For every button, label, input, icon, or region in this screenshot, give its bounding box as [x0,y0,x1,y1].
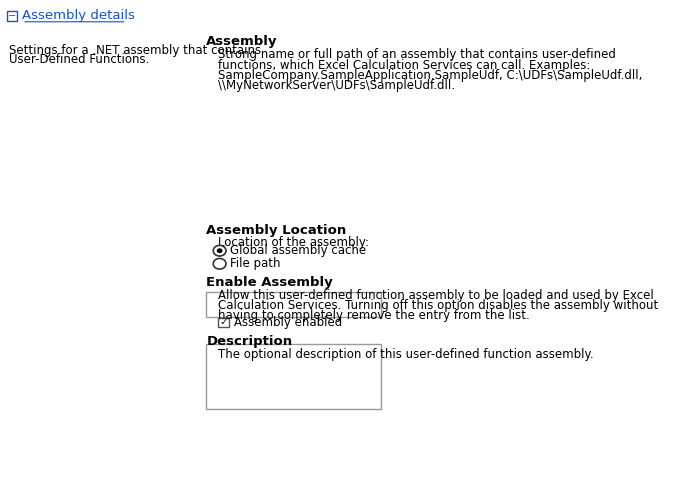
Text: Description: Description [206,335,292,348]
Text: functions, which Excel Calculation Services can call. Examples:: functions, which Excel Calculation Servi… [218,59,590,72]
Text: Assembly Location: Assembly Location [206,224,347,237]
Bar [218,318,230,327]
Text: File path: File path [230,257,281,270]
Text: User-Defined Functions.: User-Defined Functions. [9,53,149,66]
Bar [7,11,17,21]
Text: Assembly: Assembly [206,35,278,48]
Text: −: − [8,11,17,21]
Text: ✓: ✓ [219,317,228,327]
Text: Strong name or full path of an assembly that contains user-defined: Strong name or full path of an assembly … [218,48,616,61]
Circle shape [217,248,222,253]
Bar [206,344,380,409]
Text: Settings for a .NET assembly that contains: Settings for a .NET assembly that contai… [9,44,261,57]
Text: Global assembly cache: Global assembly cache [230,244,366,257]
Text: Allow this user-defined function assembly to be loaded and used by Excel: Allow this user-defined function assembl… [218,289,654,302]
Text: The optional description of this user-defined function assembly.: The optional description of this user-de… [218,348,594,361]
Text: \\MyNetworkServer\UDFs\SampleUdf.dll.: \\MyNetworkServer\UDFs\SampleUdf.dll. [218,79,455,92]
Bar [206,292,380,317]
Text: SampleCompany.SampleApplication.SampleUdf, C:\UDFs\SampleUdf.dll,: SampleCompany.SampleApplication.SampleUd… [218,69,643,82]
Text: Assembly details: Assembly details [22,10,135,22]
Text: Location of the assembly:: Location of the assembly: [218,236,369,249]
Text: Enable Assembly: Enable Assembly [206,276,333,289]
Text: Calculation Services. Turning off this option disables the assembly without: Calculation Services. Turning off this o… [218,299,658,312]
Text: having to completely remove the entry from the list.: having to completely remove the entry fr… [218,309,530,322]
Text: Assembly enabled: Assembly enabled [234,316,343,329]
